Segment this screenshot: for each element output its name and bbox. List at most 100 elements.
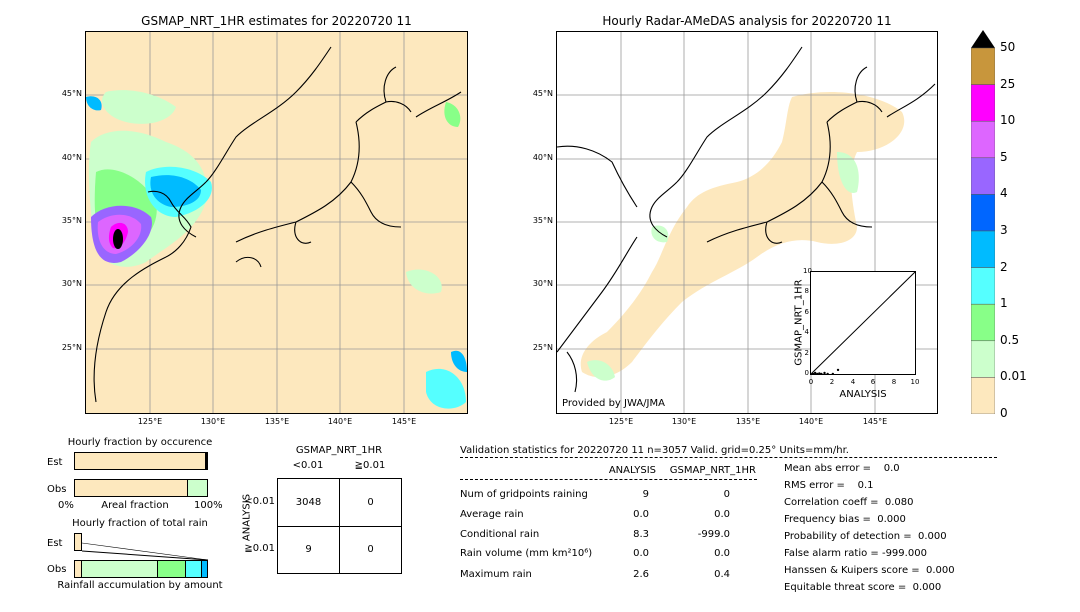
colorbar-swatch bbox=[970, 377, 996, 415]
occurrence-row-est: Est bbox=[47, 457, 63, 468]
x-tick: 0 bbox=[808, 378, 814, 386]
contingency-grid: 3048 0 9 0 bbox=[277, 478, 402, 574]
stat-label: Average rain bbox=[460, 509, 524, 520]
colorbar-swatch bbox=[970, 267, 996, 305]
x-tick: 6 bbox=[870, 378, 876, 386]
y-tick: 0 bbox=[804, 369, 809, 377]
colorbar-extend-arrow bbox=[971, 30, 995, 48]
scatter-point bbox=[816, 372, 819, 374]
scatter-plot bbox=[811, 272, 915, 374]
occurrence-axis-right: 100% bbox=[194, 500, 223, 511]
scatter-point bbox=[823, 371, 826, 374]
colorbar-label: 4 bbox=[1000, 186, 1008, 201]
scatter-point bbox=[818, 372, 821, 374]
stat-analysis: 0.0 bbox=[633, 509, 649, 520]
contingency-title: GSMAP_NRT_1HR bbox=[295, 445, 383, 456]
score-line: False alarm ratio = -999.000 bbox=[784, 548, 927, 559]
right-lat-tick: 35°N bbox=[532, 216, 553, 225]
colorbar-label: 1 bbox=[1000, 296, 1008, 311]
colorbar-label: 3 bbox=[1000, 223, 1008, 237]
total-rain-bar-est bbox=[74, 533, 82, 551]
colorbar-swatch bbox=[970, 84, 996, 122]
occurrence-axis-left: 0% bbox=[58, 500, 74, 511]
colorbar-label: 0.01 bbox=[1000, 369, 1027, 384]
scatter-point bbox=[820, 372, 823, 374]
total-rain-row-est: Est bbox=[47, 538, 63, 549]
scatter-point bbox=[811, 372, 815, 374]
total-rain-seg bbox=[82, 561, 158, 577]
scatter-points bbox=[811, 368, 840, 374]
validation-divider bbox=[460, 457, 997, 458]
score-line: Mean abs error = 0.0 bbox=[784, 463, 900, 474]
score-line: Equitable threat score = 0.000 bbox=[784, 582, 942, 593]
left-lon-tick: 140°E bbox=[327, 417, 353, 426]
right-map-coverage bbox=[580, 92, 905, 381]
stat-analysis: 8.3 bbox=[633, 529, 649, 540]
contingency-cell: 3048 bbox=[295, 497, 322, 508]
colorbar-swatch bbox=[970, 340, 996, 378]
left-lat-tick: 25°N bbox=[61, 343, 82, 352]
y-tick: 4 bbox=[804, 328, 809, 336]
occurrence-bar-est bbox=[74, 452, 208, 470]
stat-label: Conditional rain bbox=[460, 529, 540, 540]
right-lat-tick: 30°N bbox=[532, 279, 553, 288]
right-lat-tick: 45°N bbox=[532, 89, 553, 98]
left-map: 45°N 40°N 35°N 30°N 25°N 125°E 130°E 135… bbox=[62, 31, 468, 426]
right-map: 45°N 40°N 35°N 30°N 25°N 125°E 130°E 135… bbox=[533, 31, 938, 426]
x-axis-label: ANALYSIS bbox=[839, 389, 887, 400]
y-tick: 8 bbox=[804, 287, 809, 295]
x-tick: 8 bbox=[891, 378, 897, 386]
contingency-row-header: <0.01 bbox=[244, 496, 275, 507]
data-credit: Provided by JWA/JMA bbox=[562, 398, 665, 409]
contingency-cell: 0 bbox=[367, 497, 374, 508]
left-map-canvas bbox=[86, 32, 467, 413]
scatter-point bbox=[831, 372, 835, 374]
colorbar-swatch bbox=[970, 303, 996, 342]
contingency-col-header: <0.01 bbox=[292, 460, 324, 471]
one-to-one-line bbox=[811, 272, 915, 374]
occurrence-axis-mid: Areal fraction bbox=[101, 500, 169, 511]
total-rain-row-obs: Obs bbox=[47, 564, 67, 575]
colorbar-label: 5 bbox=[1000, 149, 1008, 164]
y-tick: 10 bbox=[803, 267, 812, 275]
right-lon-tick: 140°E bbox=[798, 417, 824, 426]
colorbar-label: 25 bbox=[1000, 76, 1016, 91]
left-lat-tick: 45°N bbox=[61, 89, 82, 98]
y-tick: 2 bbox=[804, 349, 809, 357]
colorbar-label: 0 bbox=[1000, 406, 1008, 420]
right-lat-tick: 25°N bbox=[532, 343, 553, 352]
right-map-canvas bbox=[557, 32, 937, 413]
x-tick: 10 bbox=[910, 378, 920, 386]
occurrence-title: Hourly fraction by occurence bbox=[67, 437, 213, 448]
left-lon-tick: 130°E bbox=[200, 417, 226, 426]
total-rain-bar-obs bbox=[74, 560, 208, 578]
scatter-inset: 10 8 6 4 2 0 0 2 4 6 8 10 ANALYSIS GSMAP… bbox=[794, 267, 920, 400]
stat-analysis: 2.6 bbox=[633, 569, 649, 580]
stat-analysis: 0.0 bbox=[633, 548, 649, 559]
y-tick: 6 bbox=[804, 308, 809, 316]
right-lat-tick: 40°N bbox=[532, 153, 553, 162]
colorbar-swatches bbox=[970, 30, 996, 415]
stat-gsmap: 0.4 bbox=[714, 569, 730, 580]
score-line: Correlation coeff = 0.080 bbox=[784, 497, 914, 508]
colorbar-swatch bbox=[970, 120, 996, 159]
right-lon-tick: 135°E bbox=[735, 417, 761, 426]
occurrence-row-obs: Obs bbox=[47, 484, 67, 495]
stat-gsmap: 0 bbox=[723, 489, 730, 500]
stat-gsmap: 0.0 bbox=[714, 509, 730, 520]
right-map-gridlines bbox=[557, 32, 937, 413]
right-map-coastlines bbox=[557, 46, 936, 393]
colorbar-swatch bbox=[970, 47, 996, 85]
stat-gsmap: -999.0 bbox=[697, 529, 730, 540]
validation-col2: GSMAP_NRT_1HR bbox=[669, 465, 756, 476]
left-lon-tick: 135°E bbox=[264, 417, 290, 426]
contingency-cell: 9 bbox=[305, 544, 312, 555]
total-rain-connectors bbox=[81, 542, 209, 561]
validation-subdivider bbox=[460, 479, 757, 480]
score-line: Probability of detection = 0.000 bbox=[784, 531, 947, 542]
left-map-coastlines bbox=[93, 46, 462, 403]
total-rain-seg bbox=[75, 561, 82, 577]
left-lat-tick: 30°N bbox=[61, 279, 82, 288]
left-lon-tick: 125°E bbox=[137, 417, 163, 426]
x-tick: 4 bbox=[850, 378, 856, 386]
